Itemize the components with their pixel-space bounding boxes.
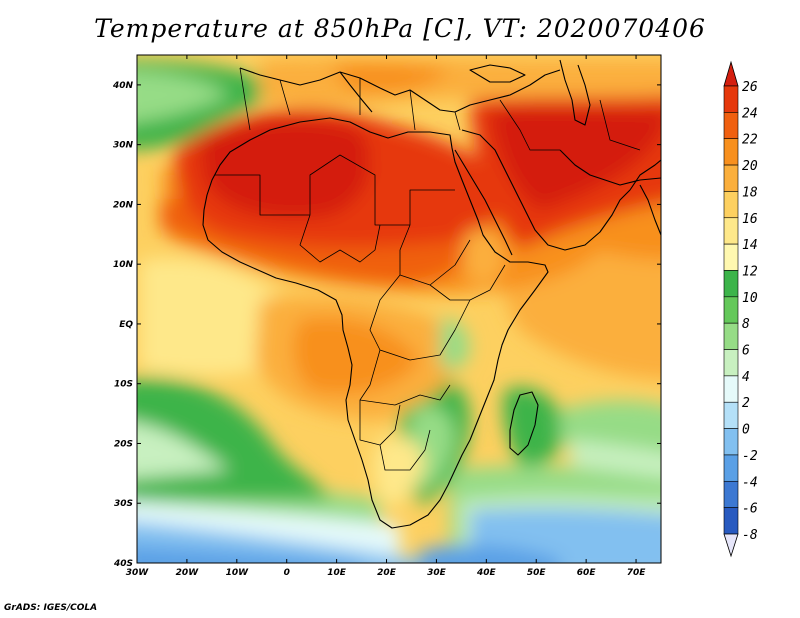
colorbar-swatch <box>723 401 739 429</box>
colorbar-swatch <box>723 85 739 113</box>
lon-label: 10W <box>226 568 250 578</box>
colorbar-swatch <box>723 270 739 298</box>
colorbar-label: 24 <box>742 106 758 121</box>
colorbar-swatch <box>723 112 739 140</box>
map-title: Temperature at 850hPa [C], VT: 202007040… <box>94 14 706 43</box>
lat-label: 20N <box>113 200 134 210</box>
longitude-labels: 30W 20W 10W 0 10E 20E 30E 40E 50E 60E 70E <box>126 568 646 578</box>
black-sea-coastline <box>469 64 526 83</box>
lon-label: 20W <box>176 568 200 578</box>
colorbar-label: 26 <box>742 80 758 95</box>
colorbar-swatch <box>723 480 739 508</box>
lon-label: 60E <box>577 568 597 578</box>
colorbar-swatch <box>723 454 739 482</box>
colorbar-min-arrow <box>723 533 739 558</box>
colorbar-swatch <box>723 243 739 271</box>
colorbar-label: 12 <box>742 264 758 279</box>
lon-label: 30E <box>427 568 447 578</box>
grads-credit: GrADS: IGES/COLA <box>4 603 98 613</box>
map-frame <box>136 54 662 564</box>
colorbar-label: 10 <box>742 291 758 306</box>
colorbar-label: -8 <box>742 528 758 543</box>
colorbar-label: 8 <box>742 317 750 332</box>
lon-label: 20E <box>377 568 397 578</box>
country-borders <box>215 67 641 471</box>
colorbar <box>723 60 739 558</box>
lat-label: 40S <box>113 559 133 569</box>
colorbar-label: 20 <box>742 159 758 174</box>
africa-coastline <box>202 117 549 529</box>
colorbar-label: 0 <box>742 423 750 438</box>
colorbar-label: 18 <box>742 185 758 200</box>
colorbar-swatch <box>723 164 739 192</box>
colorbar-label: 4 <box>742 370 750 385</box>
lat-label: 10N <box>113 260 134 270</box>
lon-label: 40E <box>476 568 497 578</box>
colorbar-swatch <box>723 375 739 403</box>
colorbar-label: 16 <box>742 212 758 227</box>
lat-label: EQ <box>119 320 133 330</box>
axis-ticks <box>136 55 661 564</box>
colorbar-label: -6 <box>742 502 758 517</box>
red-sea-coast <box>454 149 513 256</box>
lon-label: 70E <box>627 568 647 578</box>
lat-label: 40N <box>112 81 134 91</box>
coastline-overlay <box>202 59 661 529</box>
colorbar-swatch <box>723 217 739 245</box>
lat-label: 30N <box>113 141 134 151</box>
colorbar-max-arrow <box>723 60 739 87</box>
lat-label: 30S <box>114 499 133 509</box>
madagascar-coastline <box>509 391 539 456</box>
colorbar-label: -4 <box>742 475 758 490</box>
colorbar-label: 22 <box>742 133 758 148</box>
gulf-coastline <box>559 149 661 186</box>
colorbar-label: 2 <box>742 396 750 411</box>
colorbar-swatch <box>723 322 739 350</box>
temperature-field <box>137 55 661 563</box>
lat-label: 10S <box>114 380 133 390</box>
latitude-labels: 40N 30N 20N 10N EQ 10S 20S 30S 40S <box>112 81 134 569</box>
colorbar-label: -2 <box>742 449 758 464</box>
india-coastline <box>639 184 661 236</box>
colorbar-swatch <box>723 296 739 324</box>
lat-label: 20S <box>114 439 133 449</box>
caspian-coastline <box>559 59 591 126</box>
arabia-coastline <box>461 129 661 251</box>
colorbar-swatch <box>723 191 739 219</box>
colorbar-label: 6 <box>742 344 750 359</box>
lon-label: 0 <box>284 568 290 578</box>
lon-label: 10E <box>327 568 347 578</box>
colorbar-label: 14 <box>742 238 758 253</box>
lon-label: 50E <box>527 568 547 578</box>
italy-coastline <box>339 71 373 113</box>
lon-label: 30W <box>126 568 150 578</box>
colorbar-swatch <box>723 349 739 377</box>
colorbar-swatch <box>723 138 739 166</box>
colorbar-swatch <box>723 428 739 456</box>
colorbar-swatch <box>723 507 739 535</box>
